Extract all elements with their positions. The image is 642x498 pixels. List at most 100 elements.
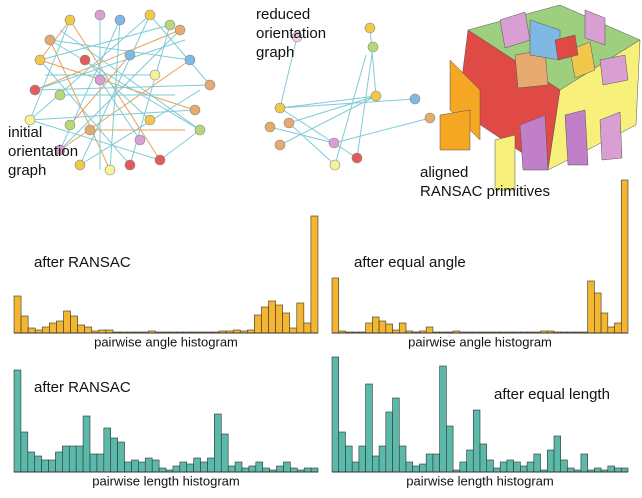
bar: [62, 445, 70, 473]
bar: [77, 324, 85, 334]
x-axis-label: pairwise angle histogram: [408, 334, 552, 349]
bar: [144, 457, 153, 473]
bar: [276, 465, 284, 473]
bar: [594, 292, 602, 334]
caption: reduced: [256, 6, 310, 23]
bar: [310, 215, 319, 334]
bar: [227, 465, 236, 473]
bar: [41, 326, 50, 334]
bar: [560, 459, 568, 473]
bar: [268, 300, 276, 334]
chart-title: after RANSAC: [34, 254, 131, 271]
bar: [103, 427, 112, 473]
bar: [345, 445, 353, 473]
bar: [41, 459, 49, 473]
primitives-render: [439, 4, 641, 191]
bar: [55, 451, 63, 473]
bar: [34, 455, 42, 473]
bar: [499, 461, 508, 473]
bar: [96, 453, 105, 473]
chart-title: after equal length: [494, 386, 610, 403]
bar: [49, 322, 57, 334]
bar: [472, 409, 481, 473]
bar: [446, 425, 454, 473]
bar: [27, 451, 36, 473]
bar: [587, 280, 595, 334]
bar: [248, 465, 257, 473]
bar: [392, 397, 400, 473]
bar: [378, 445, 387, 473]
bar: [365, 322, 373, 334]
graph-edges: [269, 27, 431, 166]
initial-graph: [24, 9, 216, 176]
caption: RANSAC primitives: [420, 183, 550, 200]
bar: [63, 310, 71, 334]
bar: [262, 467, 270, 473]
chart-title: after equal angle: [354, 254, 466, 271]
caption: graph: [256, 44, 294, 61]
bar: [338, 431, 346, 473]
bar: [179, 461, 188, 473]
bar: [124, 461, 132, 473]
bar: [275, 304, 283, 334]
bar: [75, 445, 84, 473]
bar: [580, 453, 588, 473]
bar: [310, 467, 319, 473]
bar: [439, 365, 447, 473]
bar: [385, 411, 393, 473]
bar: [459, 461, 467, 473]
caption: graph: [8, 162, 46, 179]
bar: [193, 457, 201, 473]
bar: [378, 320, 387, 334]
bar: [351, 461, 360, 473]
bar: [13, 369, 22, 473]
bar: [372, 455, 380, 473]
bar: [20, 431, 29, 473]
bar: [234, 461, 243, 473]
bar: [607, 465, 615, 473]
bar: [254, 314, 262, 334]
bar: [82, 415, 91, 473]
bar: [117, 441, 125, 473]
bar: [282, 312, 291, 334]
bar: [13, 295, 22, 334]
bar: [138, 461, 146, 473]
bar: [20, 315, 29, 334]
bar: [331, 356, 340, 473]
caption: orientation: [8, 143, 78, 160]
bar: [283, 461, 291, 473]
bar: [261, 306, 269, 334]
bar: [398, 445, 407, 473]
caption: aligned: [420, 164, 468, 181]
bar: [493, 467, 501, 473]
bar: [110, 437, 118, 473]
bar: [158, 467, 167, 473]
bar: [546, 449, 555, 473]
bar: [600, 312, 609, 334]
bar: [68, 445, 77, 473]
bar: [405, 461, 414, 473]
x-axis-label: pairwise length histogram: [92, 473, 239, 488]
bar: [289, 327, 298, 334]
bar: [520, 465, 528, 473]
graph-edges: [29, 14, 211, 171]
bar: [214, 413, 222, 473]
bar: [255, 461, 264, 473]
bar: [27, 327, 36, 334]
bar: [89, 453, 98, 473]
bar: [479, 443, 488, 473]
bar: [131, 459, 139, 473]
bar: [614, 322, 622, 334]
bar: [200, 461, 208, 473]
bar: [172, 465, 181, 473]
bar: [419, 463, 427, 473]
bar: [290, 467, 298, 473]
bar: [303, 322, 312, 334]
bar: [48, 459, 56, 473]
bar: [533, 453, 541, 473]
bar: [151, 459, 160, 473]
bar: [607, 326, 615, 334]
bar: [365, 383, 373, 473]
graph-nodes: [24, 9, 216, 176]
